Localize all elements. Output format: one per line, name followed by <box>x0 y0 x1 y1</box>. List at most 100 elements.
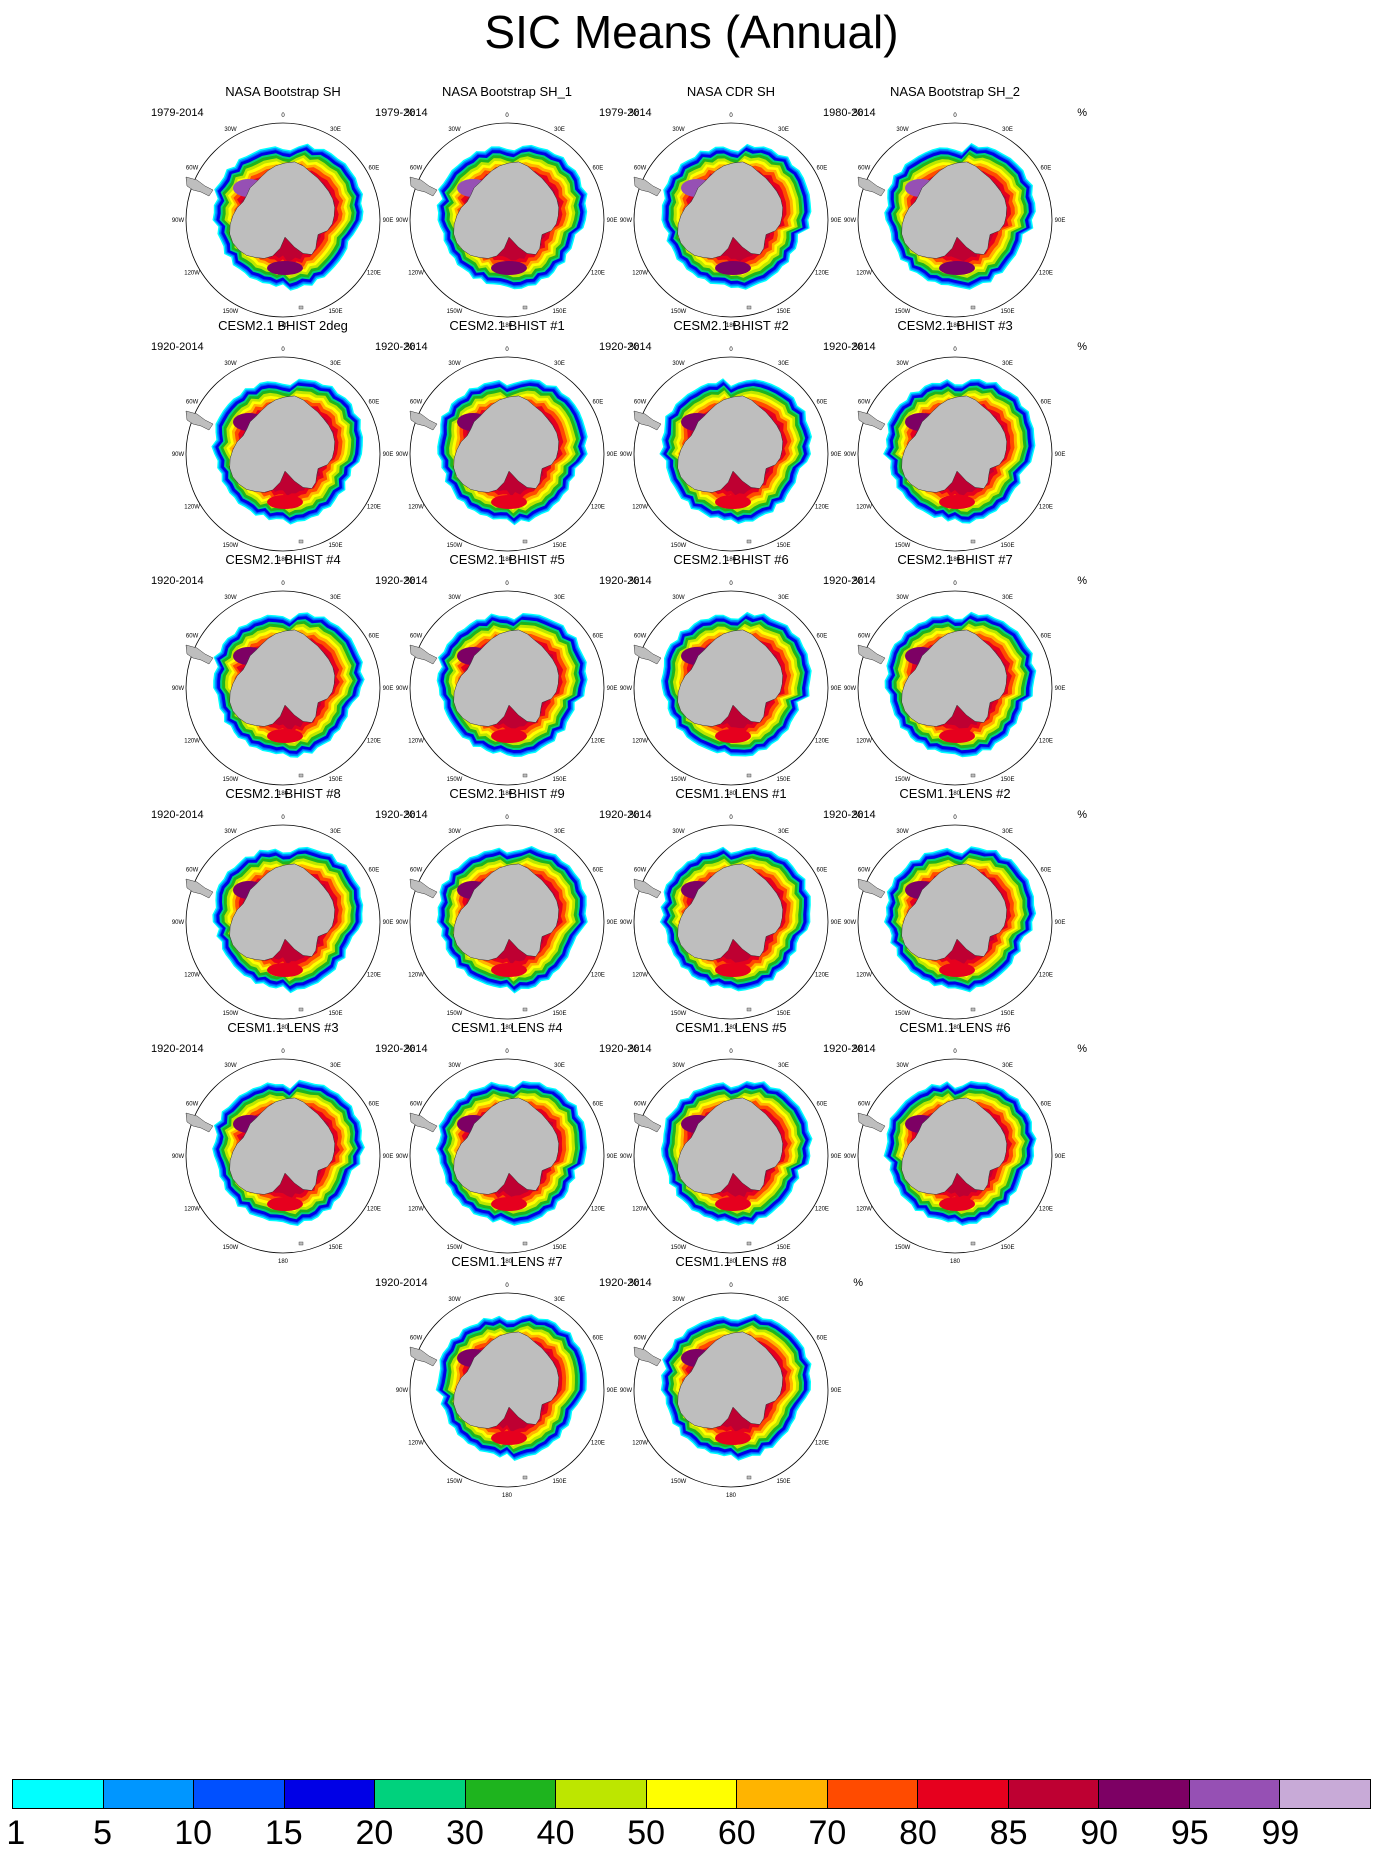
panel-title: CESM1.1 LENS #6 <box>899 1020 1011 1035</box>
south-america-land <box>857 644 886 665</box>
ross-sea-ice <box>939 729 975 743</box>
antarctica-land <box>229 1097 335 1195</box>
south-america-land <box>185 644 214 665</box>
polar-map: 0 30E 60E 90E 120E 150E 180 150W 120W 90W 60W 30W <box>620 815 842 1031</box>
longitude-label: 90W <box>172 686 185 692</box>
panel-years: 1920-2014 <box>151 809 204 821</box>
longitude-label: 150W <box>223 543 239 549</box>
panel-title: CESM2.1 BHIST 2deg <box>218 318 348 333</box>
panel-title: NASA Bootstrap SH_2 <box>889 84 1021 99</box>
colorbar-swatch <box>646 1780 738 1808</box>
longitude-label: 90E <box>607 218 618 224</box>
panel-title: NASA CDR SH <box>686 84 776 99</box>
longitude-label: 60E <box>369 166 380 172</box>
longitude-label: 150W <box>447 1245 463 1251</box>
colorbar-swatch <box>1280 1780 1370 1808</box>
longitude-label: 60E <box>817 634 828 640</box>
longitude-label: 120W <box>408 739 424 745</box>
colorbar-label: 15 <box>264 1814 303 1852</box>
polar-map: 0 30E 60E 90E 120E 150E 180 150W 120W 90W 60W 30W <box>396 1049 618 1265</box>
longitude-label: 90W <box>844 452 857 458</box>
polar-map: 0 30E 60E 90E 120E 150E 180 150W 120W 90W 60W 30W <box>396 347 618 563</box>
longitude-label: 90W <box>844 686 857 692</box>
longitude-label: 120W <box>184 271 200 277</box>
panel-years: 1920-2014 <box>823 575 876 587</box>
longitude-label: 60W <box>186 868 199 874</box>
colorbar-swatch <box>284 1780 376 1808</box>
longitude-label: 180 <box>950 791 961 797</box>
panel-units: % <box>629 1277 639 1289</box>
longitude-label: 150E <box>552 1479 566 1485</box>
longitude-label: 90W <box>620 686 633 692</box>
longitude-label: 120E <box>815 973 829 979</box>
panel-units: % <box>629 809 639 821</box>
polar-map: 0 30E 60E 90E 120E 150E 180 150W 120W 90W 60W 30W <box>620 347 842 563</box>
longitude-label: 90E <box>607 920 618 926</box>
antarctica-land <box>901 161 1007 259</box>
island-land <box>746 1475 752 1480</box>
panel-title: CESM1.1 LENS #1 <box>675 786 787 801</box>
polar-map: 0 30E 60E 90E 120E 150E 180 150W 120W 90W 60W 30W <box>620 581 842 797</box>
longitude-label: 30W <box>448 1063 461 1069</box>
ross-sea-ice <box>491 963 527 977</box>
colorbar-label: 70 <box>808 1814 847 1852</box>
island-land <box>970 305 976 310</box>
longitude-label: 180 <box>726 1493 737 1499</box>
map-panel: CESM1.1 LENS #1 1920-2014% 0 30E 60E 90E 120E 1… <box>599 786 863 1056</box>
longitude-label: 0 <box>729 815 733 821</box>
polar-map: 0 30E 60E 90E 120E 150E 180 150W 120W 90W 60W 30W <box>396 1283 618 1499</box>
longitude-label: 150W <box>223 777 239 783</box>
ross-sea-ice <box>715 729 751 743</box>
panel-years: 1979-2014 <box>599 107 652 119</box>
south-america-land <box>857 176 886 197</box>
longitude-label: 0 <box>729 113 733 119</box>
longitude-label: 0 <box>729 347 733 353</box>
longitude-label: 120E <box>1039 1207 1053 1213</box>
south-america-land <box>633 644 662 665</box>
panel-title: CESM1.1 LENS #8 <box>675 1254 787 1269</box>
longitude-label: 90E <box>383 1154 394 1160</box>
longitude-label: 180 <box>726 791 737 797</box>
polar-map: 0 30E 60E 90E 120E 150E 180 150W 120W 90W 60W 30W <box>620 1283 842 1499</box>
colorbar-swatch <box>1189 1780 1281 1808</box>
longitude-label: 90E <box>831 1154 842 1160</box>
longitude-label: 180 <box>278 323 289 329</box>
longitude-label: 150W <box>895 1245 911 1251</box>
longitude-label: 120E <box>367 739 381 745</box>
island-land <box>522 773 528 778</box>
map-panel: NASA Bootstrap SH_2 1980-2014% 0 30E 60E 90E 1… <box>823 84 1087 354</box>
polar-map: 0 30E 60E 90E 120E 150E 180 150W 120W 90W 60W 30W <box>396 581 618 797</box>
ross-sea-ice <box>267 729 303 743</box>
antarctica-land <box>453 629 559 727</box>
longitude-label: 60E <box>593 166 604 172</box>
longitude-label: 60E <box>817 1102 828 1108</box>
longitude-label: 120E <box>815 1441 829 1447</box>
longitude-label: 150W <box>895 777 911 783</box>
island-land <box>298 305 304 310</box>
longitude-label: 60E <box>369 634 380 640</box>
panel-units: % <box>629 107 639 119</box>
map-panel: CESM2.1 BHIST #8 1920-2014% 0 30E 60E 90E 120E… <box>151 786 415 1056</box>
longitude-label: 30E <box>554 361 565 367</box>
panel-units: % <box>853 107 863 119</box>
longitude-label: 0 <box>505 347 509 353</box>
colorbar-label: 40 <box>536 1814 575 1852</box>
polar-map: 0 30E 60E 90E 120E 150E 180 150W 120W 90W 60W 30W <box>620 113 842 329</box>
longitude-label: 60W <box>410 1102 423 1108</box>
south-america-land <box>857 410 886 431</box>
longitude-label: 180 <box>950 323 961 329</box>
longitude-label: 150W <box>447 1479 463 1485</box>
south-america-land <box>409 410 438 431</box>
longitude-label: 30E <box>1002 595 1013 601</box>
panel-years: 1920-2014 <box>375 1277 428 1289</box>
map-panel: CESM1.1 LENS #7 1920-2014% 0 30E 60E 90E 120E 1… <box>375 1254 639 1524</box>
polar-map: 0 30E 60E 90E 120E 150E 180 150W 120W 90W 60W 30W <box>844 815 1066 1031</box>
figure-title: SIC Means (Annual) <box>484 6 899 58</box>
south-america-land <box>409 1112 438 1133</box>
polar-map: 0 30E 60E 90E 120E 150E 180 150W 120W 90W 60W 30W <box>396 815 618 1031</box>
island-land <box>298 1241 304 1246</box>
longitude-label: 30W <box>448 361 461 367</box>
longitude-label: 180 <box>502 557 513 563</box>
antarctica-land <box>453 161 559 259</box>
ross-sea-ice <box>491 261 527 275</box>
